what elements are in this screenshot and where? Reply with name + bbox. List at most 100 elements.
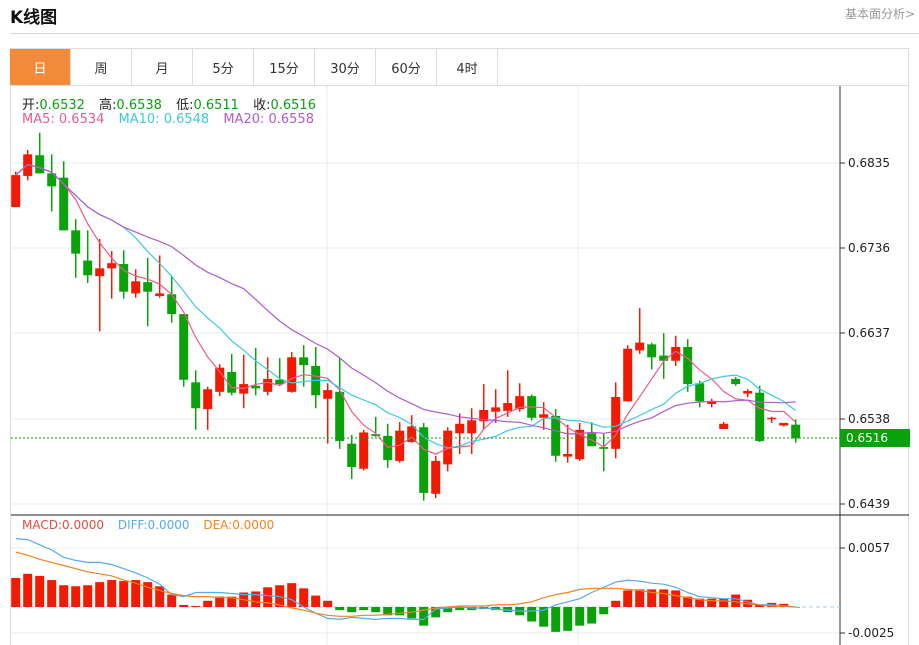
- chart-container: [10, 48, 909, 645]
- macd-bar: [35, 575, 45, 607]
- candle-up: [131, 281, 141, 294]
- high-value: 0.6538: [116, 98, 162, 113]
- ma5-legend: MA5: 0.6534: [22, 112, 105, 127]
- candle-up: [11, 175, 21, 208]
- candle-down: [371, 434, 381, 436]
- candle-down: [275, 379, 285, 385]
- candle-down: [551, 416, 561, 456]
- candle-up: [707, 401, 717, 404]
- candle-down: [335, 391, 345, 442]
- candle-down: [695, 383, 705, 402]
- candle-down: [599, 447, 609, 449]
- tab-4hour[interactable]: 4时: [437, 49, 498, 85]
- price-tick: 0.6439: [848, 497, 890, 511]
- ma5-line: [15, 164, 797, 455]
- candle-up: [467, 420, 477, 434]
- candle-down: [191, 382, 201, 409]
- macd-bar: [587, 607, 597, 624]
- macd-bar: [47, 580, 57, 607]
- macd-bar: [251, 591, 261, 607]
- candle-down: [299, 357, 309, 366]
- tab-month[interactable]: 月: [132, 49, 193, 85]
- candle-down: [83, 260, 93, 276]
- period-tabs: 日 周 月 5分 15分 30分 60分 4时: [10, 49, 498, 85]
- candle-down: [59, 177, 69, 231]
- macd-bar: [707, 598, 717, 607]
- ma-legend: MA5: 0.6534 MA10: 0.6548 MA20: 0.6558: [22, 112, 324, 127]
- candle-up: [575, 429, 585, 460]
- macd-bar: [719, 598, 729, 607]
- macd-bar: [455, 607, 465, 611]
- macd-bar: [671, 590, 681, 607]
- diff-value: DIFF:0.0000: [117, 518, 190, 532]
- header-divider: [10, 33, 919, 34]
- candle-up: [563, 454, 573, 457]
- candle-up: [635, 342, 645, 351]
- tab-week[interactable]: 周: [71, 49, 132, 85]
- ma10-line: [15, 164, 797, 449]
- diff-line: [15, 538, 796, 621]
- price-tick: 0.6736: [848, 241, 890, 255]
- dea-value: DEA:0.0000: [203, 518, 275, 532]
- candle-down: [647, 344, 657, 358]
- macd-bar: [263, 587, 273, 607]
- candle-up: [503, 403, 513, 411]
- open-label: 开:: [22, 98, 40, 113]
- open-value: 0.6532: [39, 98, 85, 113]
- macd-bar: [107, 580, 117, 607]
- tab-60min[interactable]: 60分: [376, 49, 437, 85]
- macd-bar: [791, 607, 801, 608]
- macd-bar: [659, 589, 669, 607]
- price-tick: 0.6637: [848, 326, 890, 340]
- macd-bar: [419, 607, 429, 626]
- candle-up: [611, 397, 621, 449]
- candle-down: [347, 443, 357, 467]
- candle-down: [119, 264, 129, 292]
- candle-down: [71, 230, 81, 254]
- macd-bar: [83, 585, 93, 607]
- tab-30min[interactable]: 30分: [315, 49, 376, 85]
- candle-up: [155, 293, 165, 296]
- macd-bar: [299, 588, 309, 607]
- macd-bar: [539, 607, 549, 627]
- candle-down: [47, 173, 57, 187]
- ma20-line: [15, 164, 796, 435]
- macd-tick: -0.0025: [848, 626, 895, 640]
- candle-up: [479, 409, 489, 422]
- candle-up: [779, 422, 789, 426]
- candle-up: [539, 414, 549, 418]
- ma10-legend: MA10: 0.6548: [118, 112, 210, 127]
- macd-bar: [311, 595, 321, 607]
- candle-up: [359, 432, 369, 469]
- candle-up: [287, 357, 297, 392]
- macd-bar: [599, 607, 609, 615]
- macd-bar: [95, 582, 105, 607]
- macd-bar: [335, 607, 345, 611]
- macd-bar: [347, 607, 357, 613]
- fundamental-analysis-link[interactable]: 基本面分析>: [844, 7, 915, 21]
- macd-bar: [179, 604, 189, 607]
- tab-day[interactable]: 日: [10, 49, 71, 85]
- candle-down: [419, 427, 429, 493]
- candle-up: [263, 378, 273, 392]
- current-price-label: 0.6516: [840, 429, 910, 447]
- candle-up: [395, 430, 405, 461]
- candle-up: [407, 426, 417, 442]
- macd-bar: [755, 604, 765, 607]
- candle-down: [167, 294, 177, 315]
- macd-bar: [119, 581, 129, 607]
- ohlc-legend: 开:0.6532 高:0.6538 低:0.6511 收:0.6516: [22, 94, 326, 113]
- macd-bar: [323, 600, 333, 607]
- macd-bar: [167, 594, 177, 607]
- macd-bar: [575, 607, 585, 626]
- candle-up: [455, 423, 465, 434]
- tab-15min[interactable]: 15分: [254, 49, 315, 85]
- page-title: K线图: [10, 8, 58, 28]
- macd-bar: [635, 589, 645, 607]
- low-value: 0.6511: [193, 98, 239, 113]
- dea-line: [15, 551, 796, 617]
- macd-bar: [611, 600, 621, 607]
- tab-5min[interactable]: 5分: [193, 49, 254, 85]
- candle-down: [755, 392, 765, 442]
